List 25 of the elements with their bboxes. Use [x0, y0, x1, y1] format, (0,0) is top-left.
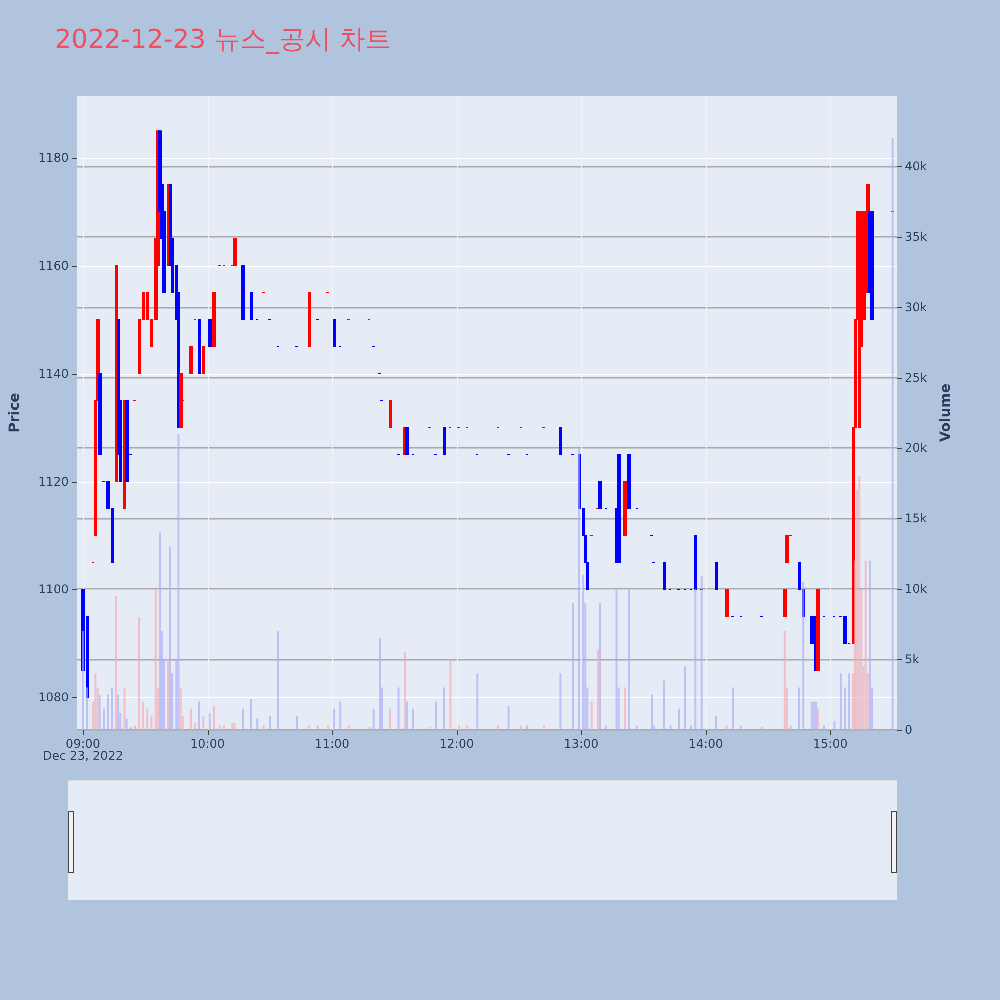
x-tick-label: 12:00	[440, 737, 474, 751]
x-tick-label: 10:00	[190, 737, 226, 751]
y2-tick-label: 0	[905, 723, 913, 737]
y-tick-label: 1180	[38, 151, 69, 166]
y-tick-label: 1120	[38, 474, 69, 489]
y2-axis-title: Volume	[938, 384, 954, 442]
y2-tick-label: 35k	[905, 230, 928, 244]
y-tick-label: 1080	[38, 690, 69, 705]
x-tick-label: 13:00	[564, 737, 599, 751]
y2-tick-label: 30k	[905, 300, 928, 314]
y2-tick-label: 40k	[905, 159, 928, 174]
x-tick-label: 09:00 Dec 23, 2022	[42, 737, 124, 763]
y-axis-title: Price	[7, 393, 23, 433]
y2-tick-label: 5k	[905, 652, 920, 667]
y2-tick-label: 25k	[905, 370, 928, 385]
y-tick-label: 1140	[38, 366, 69, 381]
y2-tick-label: 10k	[905, 582, 928, 596]
x-tick-label: 11:00	[315, 737, 350, 751]
y2-tick-label: 20k	[905, 441, 928, 456]
chart-title: 2022-12-23 뉴스_공시 차트	[55, 25, 392, 55]
y-tick-label: 1100	[38, 582, 69, 597]
y2-tick-label: 15k	[905, 512, 928, 526]
y-tick-label: 1160	[38, 258, 69, 273]
x-tick-label: 15:00	[813, 737, 848, 751]
x-tick-label: 14:00	[688, 737, 724, 751]
